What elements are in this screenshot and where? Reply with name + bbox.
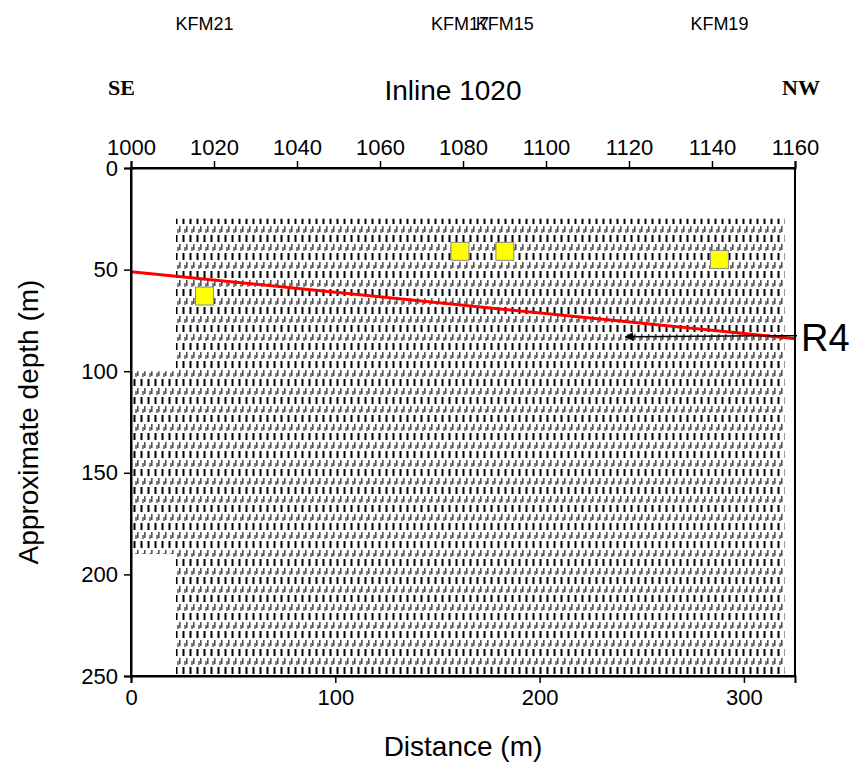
y-axis: 0 50 100 150 200 250	[81, 156, 131, 689]
tick: 300	[726, 676, 763, 710]
tick: 1120	[606, 135, 653, 168]
y-axis-title: Approximate depth (m)	[13, 280, 44, 565]
x2-tick-label: 1100	[523, 135, 570, 160]
title: Inline 1020	[384, 75, 521, 106]
x-axis: 0 100 200 300	[125, 676, 795, 710]
y-tick	[124, 473, 131, 475]
tick: 1080	[439, 135, 488, 168]
chart: 0100200300100010201040106010801100112011…	[0, 0, 866, 776]
y-tick-label: 250	[81, 664, 118, 689]
tick: 1040	[273, 135, 322, 168]
annotation-arrow	[625, 336, 797, 337]
axis-line	[132, 161, 796, 169]
plot-area	[131, 219, 795, 676]
direction-label: NW	[782, 75, 820, 100]
y-tick	[124, 168, 131, 170]
seismic-traces	[131, 219, 785, 676]
y-tick-label: 0	[106, 156, 118, 181]
x2-tick	[214, 161, 216, 168]
tick: 0	[125, 676, 137, 710]
borehole-marker	[710, 250, 728, 268]
y-tick	[124, 676, 131, 678]
plot-frame	[131, 168, 795, 676]
x2-tick	[297, 161, 299, 168]
x2-tick	[380, 161, 382, 168]
x-tick	[539, 676, 541, 683]
tick: 200	[81, 562, 131, 587]
x2-tick	[712, 161, 714, 168]
x2-tick-label: 1160	[772, 135, 819, 160]
annotation: R4	[801, 317, 850, 359]
direction-label: SE	[108, 75, 135, 100]
reflector-line	[131, 272, 795, 339]
x-axis-title: Distance (m)	[384, 731, 543, 762]
x2-tick	[546, 161, 548, 168]
tick: 1020	[190, 135, 239, 168]
tick: 250	[81, 664, 131, 689]
x2-tick	[795, 161, 797, 168]
y-tick-label: 200	[81, 562, 118, 587]
borehole-label: KFM21	[176, 14, 234, 34]
tick: 1140	[689, 135, 736, 168]
tick: 1060	[356, 135, 405, 168]
x-tick-label: 300	[726, 685, 763, 710]
y-tick	[124, 574, 131, 576]
borehole-label: KFM19	[690, 14, 748, 34]
y-tick	[124, 371, 131, 373]
x-tick-label: 0	[125, 685, 137, 710]
x2-tick	[131, 161, 133, 168]
x2-tick-label: 1020	[190, 135, 239, 160]
borehole-marker	[451, 242, 469, 260]
x2-tick-label: 1040	[273, 135, 322, 160]
y-tick	[124, 269, 131, 271]
tick: 100	[81, 359, 131, 384]
y-tick-label: 150	[81, 460, 118, 485]
tick: 1160	[772, 135, 819, 168]
x2-tick-label: 1120	[606, 135, 653, 160]
axis-line	[132, 677, 796, 684]
x-tick	[744, 676, 746, 683]
x2-tick-label: 1140	[689, 135, 736, 160]
x2-tick	[629, 161, 631, 168]
y-tick-label: 50	[94, 257, 118, 282]
x-tick	[335, 676, 337, 683]
borehole-marker	[196, 287, 214, 305]
tick: 150	[81, 460, 131, 485]
tick: 0	[106, 156, 131, 181]
tick: 50	[94, 257, 131, 282]
x2-axis: 100010201040106010801100112011401160	[107, 135, 819, 169]
tick: 1100	[523, 135, 570, 168]
tick: 100	[317, 676, 354, 710]
x2-tick-label: 1060	[356, 135, 405, 160]
borehole-marker	[496, 242, 514, 260]
borehole-label: KFM15	[476, 14, 534, 34]
x-tick-label: 200	[522, 685, 559, 710]
x2-tick-label: 1080	[439, 135, 488, 160]
tick: 200	[522, 676, 559, 710]
y-tick-label: 100	[81, 359, 118, 384]
x-tick-label: 100	[317, 685, 354, 710]
axis-line	[124, 169, 132, 677]
x2-tick	[463, 161, 465, 168]
